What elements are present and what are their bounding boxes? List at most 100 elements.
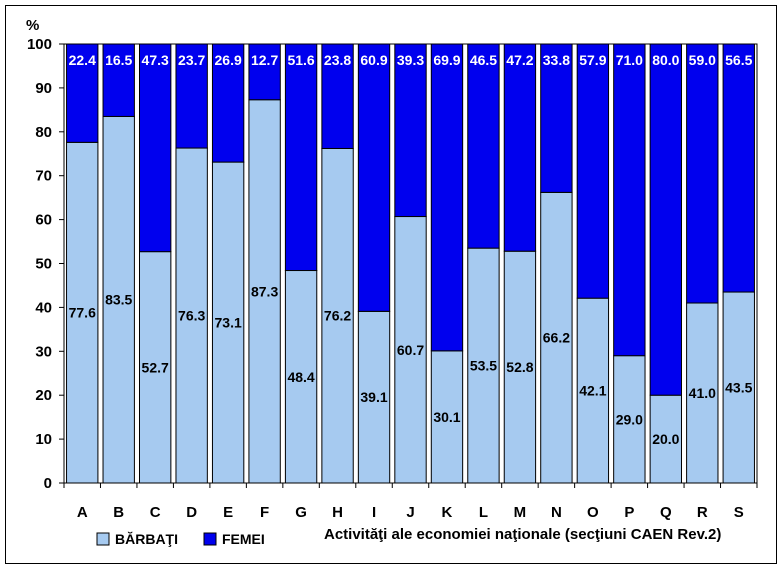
value-label-femei-K: 69.9 <box>433 52 460 68</box>
x-tick-label-J: J <box>406 504 414 521</box>
value-label-barbati-I: 39.1 <box>360 389 387 405</box>
value-label-femei-D: 23.7 <box>178 52 205 68</box>
value-label-barbati-Q: 20.0 <box>652 431 679 447</box>
legend: BĂRBAŢI FEMEI <box>96 531 265 547</box>
legend-swatch-barbati <box>96 532 110 546</box>
x-tick-label-P: P <box>624 504 634 521</box>
y-tick-label-100: 100 <box>27 36 52 53</box>
value-label-barbati-S: 43.5 <box>725 380 752 396</box>
legend-label-femei: FEMEI <box>222 531 265 547</box>
bar-barbati-I <box>357 310 391 484</box>
value-label-femei-F: 12.7 <box>251 52 278 68</box>
bar-barbati-B <box>102 115 135 484</box>
bar-barbati-K <box>430 350 464 484</box>
value-label-barbati-J: 60.7 <box>397 342 424 358</box>
value-label-femei-Q: 80.0 <box>652 52 679 68</box>
axes-layer: A B C D E F G H I J K L M N O P Q R S 0 10 20 30 40 50 60 70 80 90 10… <box>27 36 758 521</box>
x-tick-label-L: L <box>479 504 488 521</box>
bar-barbati-F <box>248 99 281 484</box>
x-tick-label-K: K <box>442 504 453 521</box>
y-tick-label-0: 0 <box>44 475 52 492</box>
y-tick-label-40: 40 <box>35 299 52 316</box>
value-label-barbati-P: 29.0 <box>616 411 643 427</box>
y-tick-label-70: 70 <box>35 168 52 185</box>
bar-barbati-R <box>686 302 719 484</box>
x-tick-label-S: S <box>734 504 744 521</box>
value-label-femei-H: 23.8 <box>324 52 351 68</box>
value-label-barbati-R: 41.0 <box>689 385 716 401</box>
bar-femei-P <box>613 43 646 357</box>
value-label-femei-M: 47.2 <box>506 52 533 68</box>
x-tick-label-I: I <box>372 504 376 521</box>
x-tick-label-M: M <box>514 504 527 521</box>
bar-femei-Q <box>649 43 683 396</box>
value-label-barbati-K: 30.1 <box>433 409 460 425</box>
value-label-femei-L: 46.5 <box>470 52 497 68</box>
y-tick-label-30: 30 <box>35 343 52 360</box>
y-tick-label-10: 10 <box>35 431 52 448</box>
value-label-femei-P: 71.0 <box>616 52 643 68</box>
value-label-femei-I: 60.9 <box>360 52 387 68</box>
x-tick-label-H: H <box>332 504 343 521</box>
value-label-barbati-F: 87.3 <box>251 283 278 299</box>
value-label-femei-R: 59.0 <box>689 52 716 68</box>
bar-femei-I <box>357 43 391 312</box>
value-label-femei-S: 56.5 <box>725 52 752 68</box>
y-tick-label-60: 60 <box>35 212 52 229</box>
value-label-barbati-B: 83.5 <box>105 292 132 308</box>
x-tick-label-Q: Q <box>660 504 672 521</box>
bar-femei-K <box>430 43 464 352</box>
bar-femei-E <box>211 43 245 163</box>
value-label-femei-N: 33.8 <box>543 52 570 68</box>
bar-femei-B <box>102 43 135 117</box>
value-label-barbati-A: 77.6 <box>69 305 96 321</box>
value-label-barbati-M: 52.8 <box>506 359 533 375</box>
value-label-femei-C: 47.3 <box>142 52 169 68</box>
value-label-barbati-O: 42.1 <box>579 383 606 399</box>
value-label-barbati-H: 76.2 <box>324 308 351 324</box>
bar-femei-H <box>321 43 354 149</box>
value-label-femei-O: 57.9 <box>579 52 606 68</box>
bar-femei-R <box>686 43 719 304</box>
bar-femei-O <box>576 43 610 299</box>
y-axis-title: % <box>26 17 39 34</box>
value-label-barbati-D: 76.3 <box>178 308 205 324</box>
x-tick-label-R: R <box>697 504 708 521</box>
x-axis-title: Activităţi ale economiei naţionale (secţ… <box>324 526 721 543</box>
bar-barbati-N <box>540 191 573 484</box>
x-tick-label-D: D <box>186 504 197 521</box>
bar-femei-M <box>503 43 537 252</box>
bar-barbati-C <box>139 251 172 484</box>
bar-barbati-A <box>66 141 99 484</box>
x-tick-label-B: B <box>113 504 124 521</box>
value-label-femei-B: 16.5 <box>105 52 132 68</box>
value-label-barbati-E: 73.1 <box>215 315 242 331</box>
bar-barbati-S <box>722 291 755 484</box>
bar-barbati-M <box>503 250 537 484</box>
bar-barbati-L <box>467 247 500 484</box>
bar-femei-C <box>139 43 172 253</box>
x-tick-label-N: N <box>551 504 562 521</box>
bar-barbati-O <box>576 297 610 484</box>
value-label-barbati-L: 53.5 <box>470 358 497 374</box>
x-tick-label-F: F <box>260 504 269 521</box>
bar-barbati-J <box>394 216 427 484</box>
value-label-femei-J: 39.3 <box>397 52 424 68</box>
value-label-barbati-C: 52.7 <box>142 359 169 375</box>
x-tick-label-A: A <box>77 504 88 521</box>
legend-swatch-femei <box>203 532 217 546</box>
y-tick-label-90: 90 <box>35 80 52 97</box>
x-tick-label-O: O <box>587 504 599 521</box>
bar-barbati-P <box>613 355 646 484</box>
bar-femei-J <box>394 43 427 218</box>
value-labels-layer: 77.6 22.4 83.5 16.5 52.7 47.3 76.3 23.7 73.1 26.9… <box>69 52 753 447</box>
bars-layer <box>66 43 755 484</box>
y-tick-label-20: 20 <box>35 387 52 404</box>
value-label-femei-E: 26.9 <box>215 52 242 68</box>
bar-femei-S <box>722 43 755 293</box>
y-tick-label-80: 80 <box>35 124 52 141</box>
bar-femei-G <box>284 43 318 272</box>
value-label-barbati-N: 66.2 <box>543 330 570 346</box>
legend-label-barbati: BĂRBAŢI <box>115 531 178 547</box>
